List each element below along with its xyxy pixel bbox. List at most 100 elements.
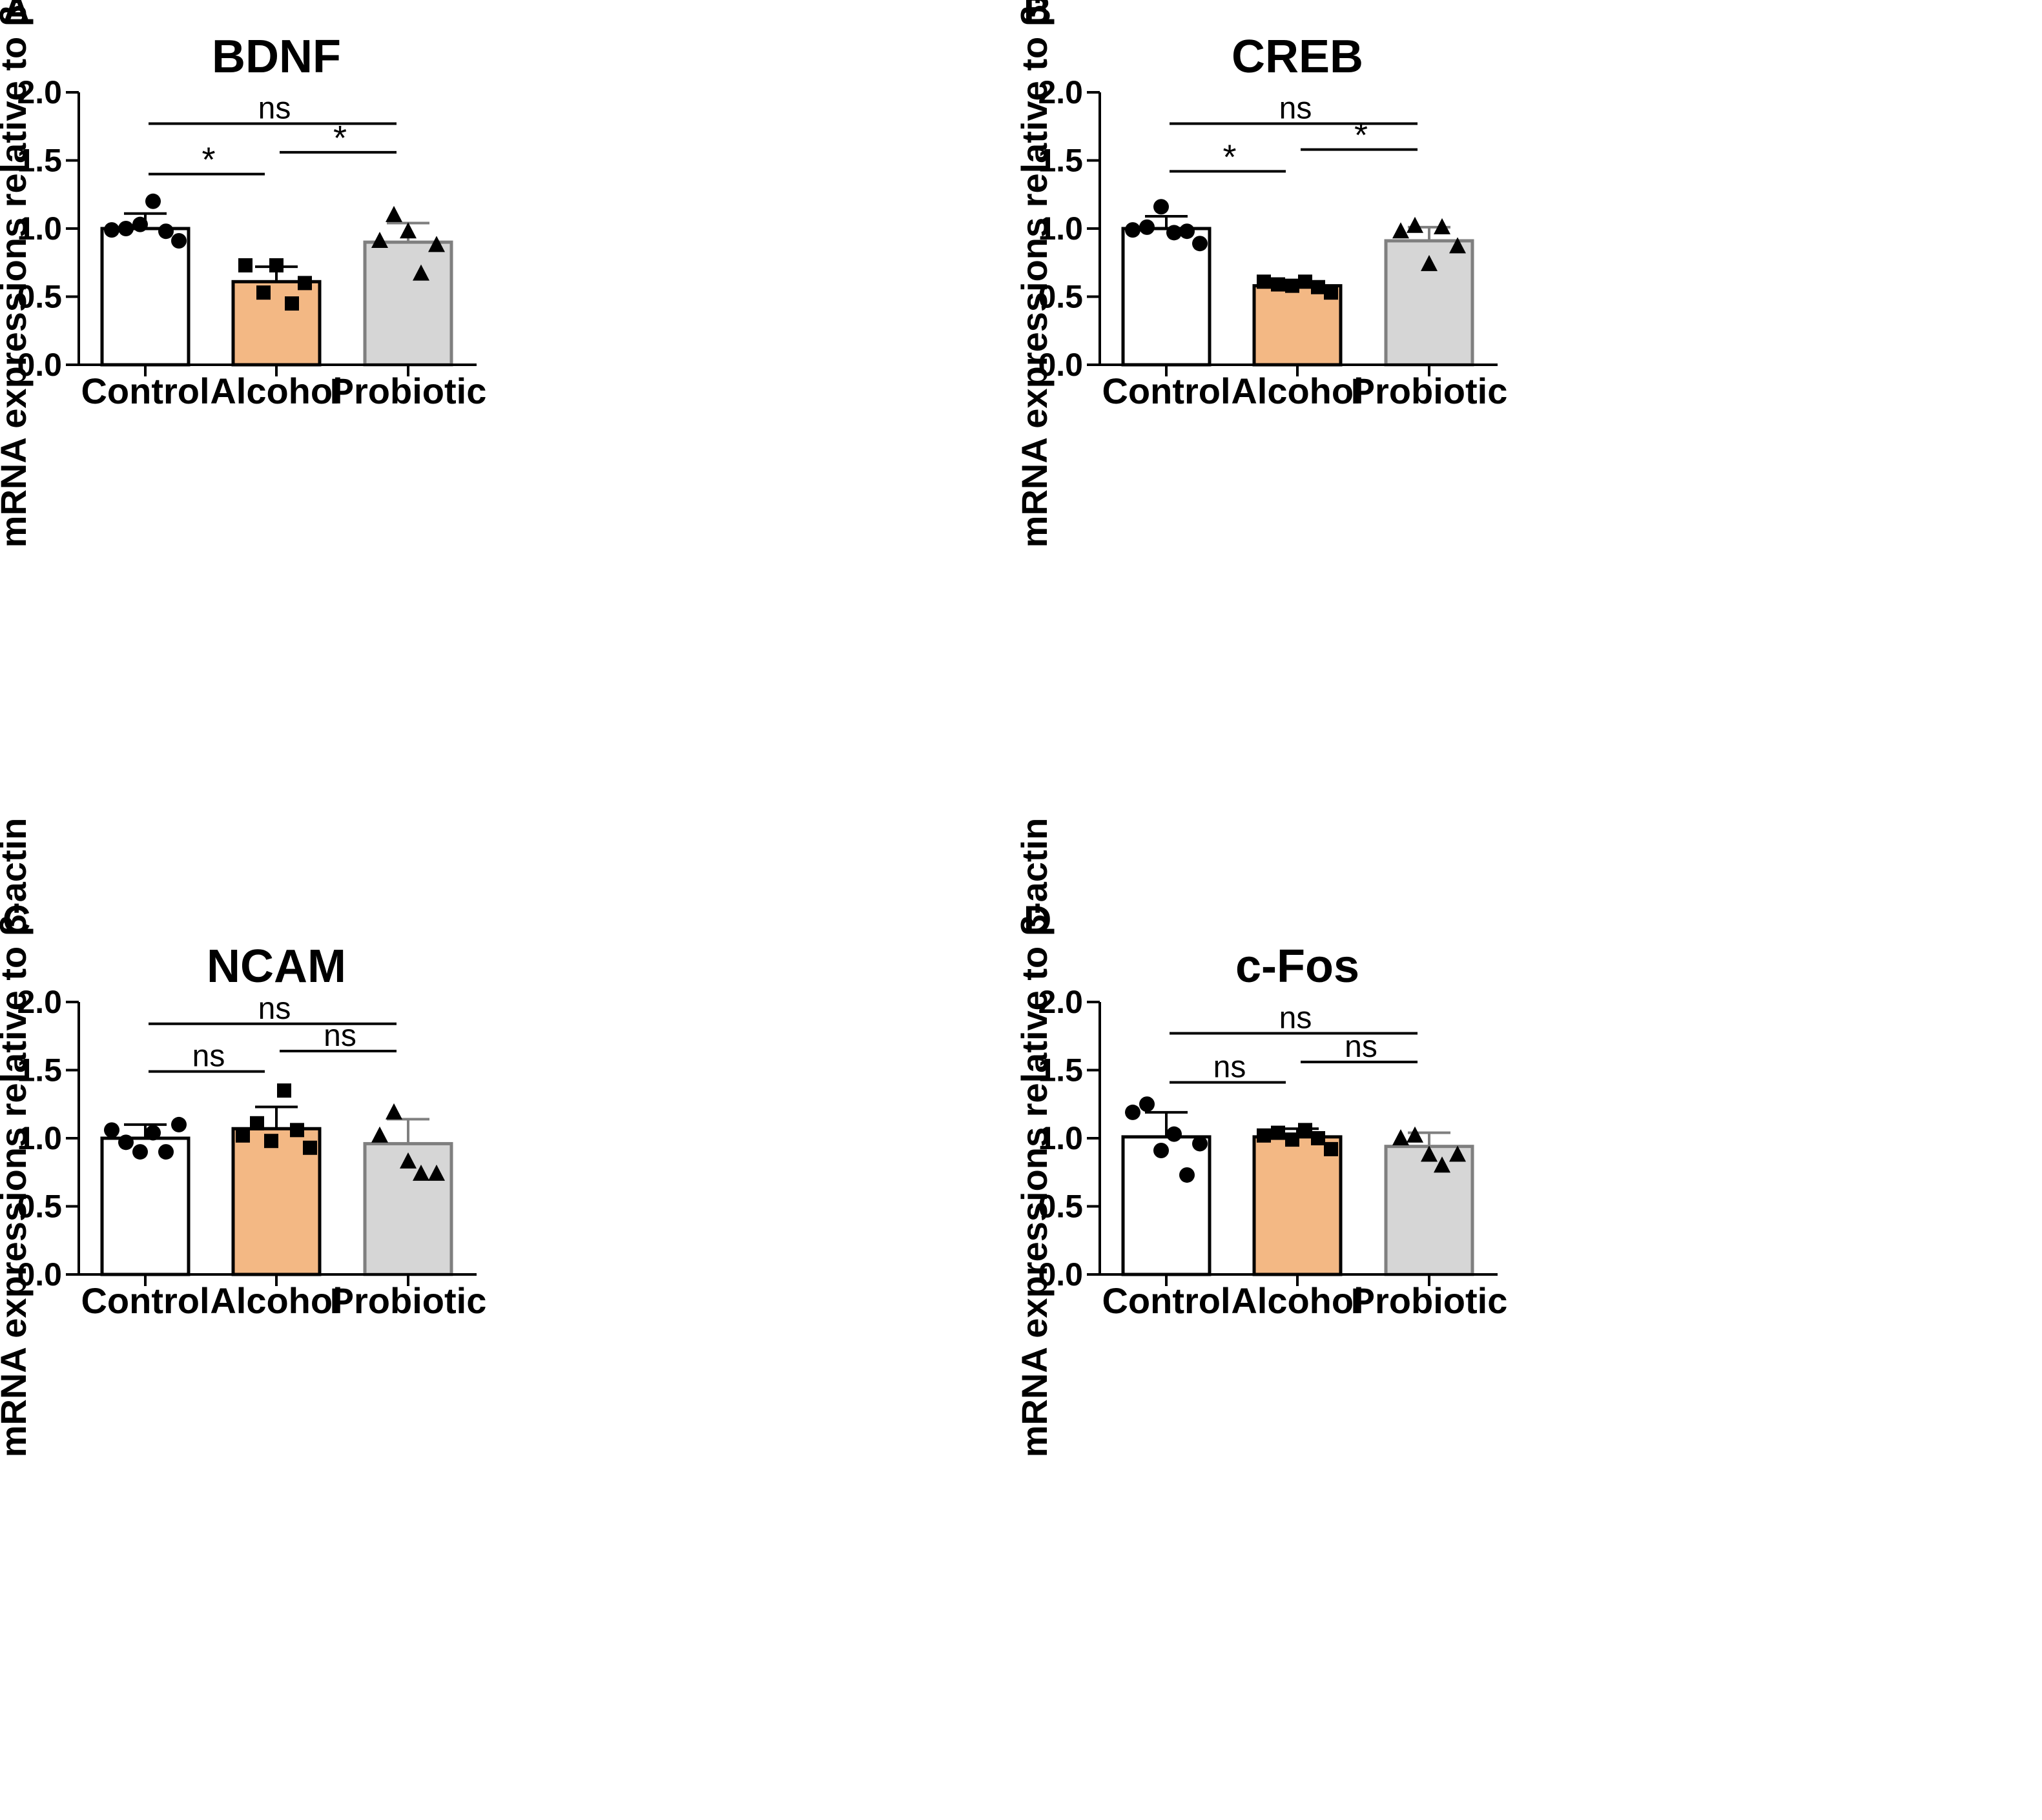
significance-label: * [201, 141, 215, 179]
data-point [1298, 1123, 1312, 1138]
y-tick-label: 1.5 [1038, 1052, 1083, 1089]
data-point [1421, 254, 1438, 271]
x-tick-label: Probiotic [1351, 1280, 1508, 1321]
y-tick-label: 1.5 [1038, 143, 1083, 179]
data-point [1179, 1167, 1195, 1183]
bar-probiotic [363, 240, 453, 367]
data-point [264, 1134, 278, 1149]
chart-svg-d: D c-Fos mRNA expressions relative to β-a… [1014, 818, 1507, 1458]
data-point [1392, 1129, 1409, 1145]
x-tick-label: Control [81, 1280, 209, 1321]
significance-label: ns [324, 1019, 356, 1053]
y-axis-label: mRNA expressions relative to β-actin [0, 0, 34, 547]
x-tick-label: Alcohol [210, 371, 342, 411]
chart-title: BDNF [212, 31, 341, 83]
x-tick-label: Probiotic [330, 1280, 487, 1321]
data-point [1285, 278, 1299, 293]
x-tick-label: Alcohol [1231, 1280, 1363, 1321]
y-tick-label: 1.0 [1038, 210, 1083, 247]
chart-title: NCAM [207, 941, 346, 992]
bar-control [1121, 227, 1212, 367]
y-tick-label: 1.0 [1038, 1120, 1083, 1156]
data-point [236, 1128, 250, 1143]
y-tick-label: 1.5 [17, 143, 62, 179]
data-point [1153, 199, 1169, 215]
data-point [1257, 274, 1271, 289]
y-tick-label: 0.5 [1038, 1189, 1083, 1225]
data-point [413, 1164, 429, 1181]
data-point [1298, 274, 1312, 289]
significance-label: ns [1279, 1001, 1312, 1036]
data-point [1311, 1131, 1325, 1145]
data-point [400, 1152, 417, 1169]
significance-label: * [333, 119, 347, 158]
significance-label: * [1354, 116, 1368, 155]
panel-label: B [1024, 0, 1051, 32]
data-point [1179, 223, 1195, 240]
data-point [104, 1122, 119, 1138]
data-point [1192, 1136, 1208, 1152]
data-point [1257, 1128, 1271, 1143]
panel-a: A BDNF mRNA expressions relative to β-ac… [0, 0, 1021, 910]
y-tick-label: 1.5 [17, 1052, 62, 1089]
y-tick-label: 0.5 [17, 279, 62, 315]
bar-control [100, 227, 191, 367]
data-point [1434, 218, 1450, 234]
data-point [428, 1164, 445, 1181]
data-point [298, 276, 312, 291]
panel-b: B CREB mRNA expressions relative to β-ac… [1014, 0, 2042, 910]
bar-control [1121, 1135, 1212, 1276]
y-tick-label: 2.0 [1038, 984, 1083, 1020]
data-point [1166, 1126, 1182, 1142]
chart-title: CREB [1232, 31, 1363, 83]
significance-label: ns [258, 992, 291, 1026]
data-point [132, 216, 148, 232]
data-point [118, 1134, 134, 1150]
data-point [1125, 1104, 1140, 1120]
y-axis-label: mRNA expressions relative to β-actin [1014, 0, 1055, 547]
panel-c: C NCAM mRNA expressions relative to β-ac… [0, 818, 1021, 1819]
data-point [371, 1126, 388, 1143]
x-tick-label: Probiotic [1351, 371, 1508, 411]
y-tick-label: 0.5 [1038, 279, 1083, 315]
y-axis-label: mRNA expressions relative to β-actin [0, 818, 34, 1458]
data-point [1139, 1096, 1155, 1112]
chart-svg-c: C NCAM mRNA expressions relative to β-ac… [0, 818, 486, 1458]
data-point [400, 222, 417, 239]
bar-alcohol [231, 280, 322, 367]
data-point [285, 296, 299, 311]
panel-label: A [3, 0, 30, 32]
x-tick-label: Alcohol [1231, 371, 1363, 411]
significance-label: ns [1345, 1030, 1377, 1064]
data-point [1449, 1145, 1466, 1162]
data-point [269, 258, 284, 272]
data-point [171, 1116, 187, 1132]
bar-control [100, 1136, 191, 1276]
data-point [1324, 1141, 1338, 1156]
y-tick-label: 0.0 [17, 1256, 62, 1293]
data-point [290, 1123, 304, 1138]
data-point [1271, 1125, 1285, 1140]
significance-label: * [1222, 138, 1236, 176]
data-point [303, 1140, 317, 1155]
panel-label: C [3, 898, 30, 941]
data-point [1449, 237, 1466, 254]
data-point [118, 221, 134, 236]
data-point [1192, 236, 1208, 252]
data-point [250, 1116, 264, 1130]
data-point [145, 193, 161, 209]
data-point [1153, 1142, 1169, 1158]
bar-probiotic [1384, 1145, 1474, 1276]
y-tick-label: 0.0 [1038, 1256, 1083, 1293]
panel-label: D [1024, 898, 1051, 941]
chart-title: c-Fos [1235, 941, 1359, 992]
x-tick-label: Alcohol [210, 1280, 342, 1321]
y-tick-label: 2.0 [1038, 74, 1083, 110]
significance-label: ns [1213, 1050, 1246, 1084]
significance-label: ns [258, 92, 291, 126]
data-point [371, 231, 388, 248]
